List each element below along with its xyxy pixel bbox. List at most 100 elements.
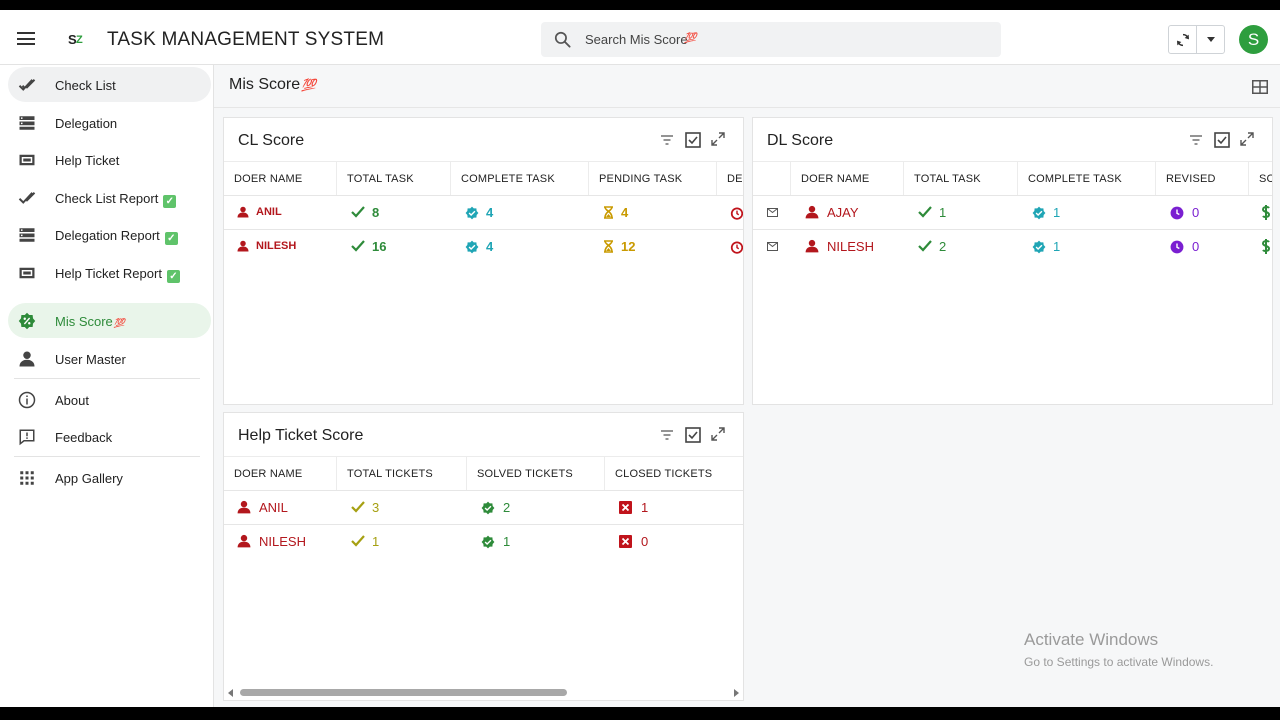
horizontal-scrollbar[interactable] (755, 401, 1270, 405)
column-header[interactable]: SOLVED TICKETS (467, 457, 605, 490)
search-input[interactable] (585, 22, 985, 57)
ticket-icon (19, 267, 35, 279)
scroll-left-icon[interactable] (228, 689, 233, 697)
activate-windows-watermark: Activate Windows Go to Settings to activ… (1024, 630, 1213, 669)
sidebar-item-label: Delegation (55, 116, 118, 131)
select-checkbox-icon[interactable] (1214, 132, 1230, 148)
column-header[interactable]: DEL (717, 162, 743, 195)
verified-badge-icon (465, 206, 479, 220)
sidebar: Check List Delegation Help Ticket Check … (0, 65, 214, 707)
pending-task-cell: 4 (589, 196, 717, 229)
sidebar-item-user-master[interactable]: User Master (8, 341, 211, 376)
table-row[interactable]: NILESH 2 1 0 (753, 230, 1272, 262)
sidebar-item-help-ticket[interactable]: Help Ticket (8, 142, 211, 177)
column-header[interactable]: COMPLETE TASK (1018, 162, 1156, 195)
column-header[interactable]: DOER NAME (224, 457, 337, 490)
score-cell (1249, 196, 1272, 229)
total-task-cell: 1 (904, 196, 1018, 229)
filter-icon[interactable] (661, 135, 673, 145)
sidebar-item-delegation-report[interactable]: Delegation Report ✓ (8, 217, 211, 252)
column-header[interactable]: TOTAL TASK (337, 162, 451, 195)
dashboard-layout-icon[interactable] (1252, 80, 1268, 94)
hundred-points-emoji: 💯 (301, 78, 317, 92)
scroll-right-icon[interactable] (734, 689, 739, 697)
svg-text:S: S (68, 32, 77, 47)
table-row[interactable]: ANIL 8 4 4 (224, 196, 743, 230)
column-header[interactable]: TOTAL TASK (904, 162, 1018, 195)
person-icon (237, 206, 249, 218)
sidebar-item-feedback[interactable]: Feedback (8, 419, 211, 454)
column-header[interactable]: TOTAL TICKETS (337, 457, 467, 490)
user-icon (19, 351, 35, 367)
help-ticket-score-table: DOER NAME TOTAL TICKETS SOLVED TICKETS C… (224, 456, 743, 557)
search-bar[interactable]: 💯 (541, 22, 1001, 57)
search-icon (554, 31, 571, 48)
delayed-cell (717, 230, 743, 262)
horizontal-scrollbar[interactable] (226, 401, 741, 405)
doer-name-cell: AJAY (791, 196, 904, 229)
ticket-icon (19, 154, 35, 166)
refresh-button[interactable] (1169, 26, 1197, 53)
verified-badge-icon (1032, 240, 1046, 254)
sidebar-item-label: App Gallery (55, 471, 123, 486)
table-row[interactable]: AJAY 1 1 0 (753, 196, 1272, 230)
header-divider (214, 107, 1280, 108)
sidebar-item-check-list-report[interactable]: Check List Report ✓ (8, 180, 211, 215)
column-header[interactable]: DOER NAME (791, 162, 904, 195)
sidebar-item-label: Mis Score💯 (55, 314, 126, 329)
column-header[interactable]: COMPLETE TASK (451, 162, 589, 195)
scroll-thumb[interactable] (769, 404, 1185, 405)
menu-icon[interactable] (17, 32, 35, 45)
person-icon (237, 240, 249, 252)
filter-icon[interactable] (661, 430, 673, 440)
column-header[interactable]: SC (1249, 162, 1272, 195)
check-icon (351, 240, 365, 252)
select-checkbox-icon[interactable] (685, 427, 701, 443)
sidebar-item-about[interactable]: About (8, 382, 211, 417)
scroll-thumb[interactable] (240, 689, 567, 696)
expand-icon[interactable] (1240, 132, 1254, 146)
sidebar-item-delegation[interactable]: Delegation (8, 105, 211, 140)
card-title: DL Score (767, 132, 834, 149)
sidebar-item-app-gallery[interactable]: App Gallery (8, 460, 211, 495)
column-header[interactable]: CLOSED TICKETS (605, 457, 743, 490)
card-title: Help Ticket Score (238, 427, 364, 444)
chevron-down-icon (1207, 37, 1215, 42)
total-tickets-cell: 3 (337, 491, 467, 524)
column-header[interactable]: DOER NAME (224, 162, 337, 195)
table-header-row: DOER NAME TOTAL TICKETS SOLVED TICKETS C… (224, 456, 743, 491)
complete-task-cell: 1 (1018, 196, 1156, 229)
scroll-thumb[interactable] (240, 404, 542, 405)
sidebar-item-mis-score[interactable]: Mis Score💯 (8, 303, 211, 338)
refresh-icon (1177, 33, 1189, 47)
expand-icon[interactable] (711, 427, 725, 441)
column-header[interactable]: PENDING TASK (589, 162, 717, 195)
mail-cell[interactable] (753, 196, 791, 229)
sidebar-item-help-ticket-report[interactable]: Help Ticket Report ✓ (8, 255, 211, 290)
scroll-left-icon[interactable] (757, 404, 762, 405)
solved-tickets-cell: 2 (467, 491, 605, 524)
total-task-cell: 16 (337, 230, 451, 262)
scroll-left-icon[interactable] (228, 404, 233, 405)
dl-score-table: DOER NAME TOTAL TASK COMPLETE TASK REVIS… (753, 161, 1272, 262)
mail-icon[interactable] (767, 242, 778, 251)
list-stack-icon (19, 228, 35, 242)
percent-badge-icon (18, 312, 36, 330)
horizontal-scrollbar[interactable] (226, 686, 741, 698)
table-row[interactable]: NILESH 1 1 0 (224, 525, 743, 557)
expand-icon[interactable] (711, 132, 725, 146)
user-avatar[interactable]: S (1239, 25, 1268, 54)
select-checkbox-icon[interactable] (685, 132, 701, 148)
refresh-options-dropdown[interactable] (1198, 26, 1225, 53)
sidebar-item-check-list[interactable]: Check List (8, 67, 211, 102)
complete-task-cell: 1 (1018, 230, 1156, 262)
table-row[interactable]: ANIL 3 2 1 (224, 491, 743, 525)
filter-icon[interactable] (1190, 135, 1202, 145)
scroll-right-icon[interactable] (734, 404, 739, 405)
scroll-right-icon[interactable] (1263, 404, 1268, 405)
table-row[interactable]: NILESH 16 4 12 (224, 230, 743, 262)
mail-icon[interactable] (767, 208, 778, 217)
mail-cell[interactable] (753, 230, 791, 262)
hourglass-icon (604, 206, 613, 219)
column-header[interactable]: REVISED (1156, 162, 1249, 195)
